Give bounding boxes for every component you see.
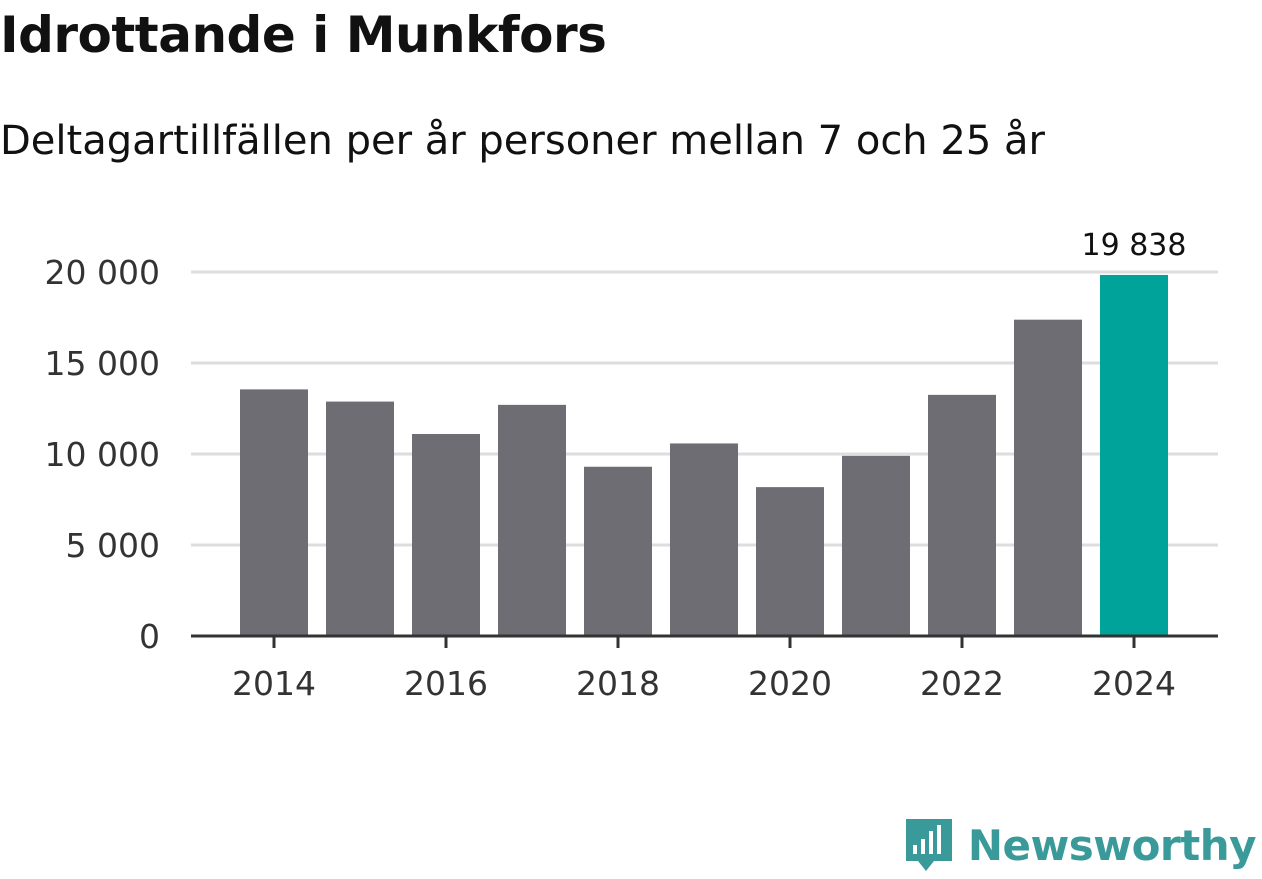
y-tick-label: 15 000 (45, 344, 160, 383)
bar-2023 (1014, 319, 1082, 636)
bar-2016 (412, 433, 480, 636)
bar-2024 (1100, 274, 1168, 636)
x-tick-label: 2020 (748, 664, 832, 703)
bar-2017 (498, 404, 566, 636)
y-tick-label: 20 000 (45, 253, 160, 292)
newsworthy-logo-icon (905, 819, 952, 871)
y-tick-label: 10 000 (45, 435, 160, 474)
bar-2022 (928, 394, 996, 636)
x-tick-label: 2014 (232, 664, 316, 703)
y-tick-label: 5 000 (66, 526, 160, 565)
bar-2021 (842, 455, 910, 636)
x-tick-label: 2024 (1092, 664, 1176, 703)
chart-title: Idrottande i Munkfors (0, 6, 607, 64)
bar-2014 (240, 389, 308, 636)
chart-subtitle: Deltagartillfällen per år personer mella… (0, 118, 1045, 164)
x-tick-label: 2016 (404, 664, 488, 703)
data-label: 19 838 (1082, 228, 1187, 263)
bar-2019 (670, 443, 738, 636)
x-tick-label: 2022 (920, 664, 1004, 703)
x-tick-label: 2018 (576, 664, 660, 703)
bar-2020 (756, 487, 824, 636)
newsworthy-logo: Newsworthy (904, 817, 1257, 873)
y-tick-label: 0 (139, 617, 160, 656)
bar-2018 (584, 466, 652, 636)
bar-2015 (326, 401, 394, 636)
brand-name: Newsworthy (967, 820, 1257, 870)
